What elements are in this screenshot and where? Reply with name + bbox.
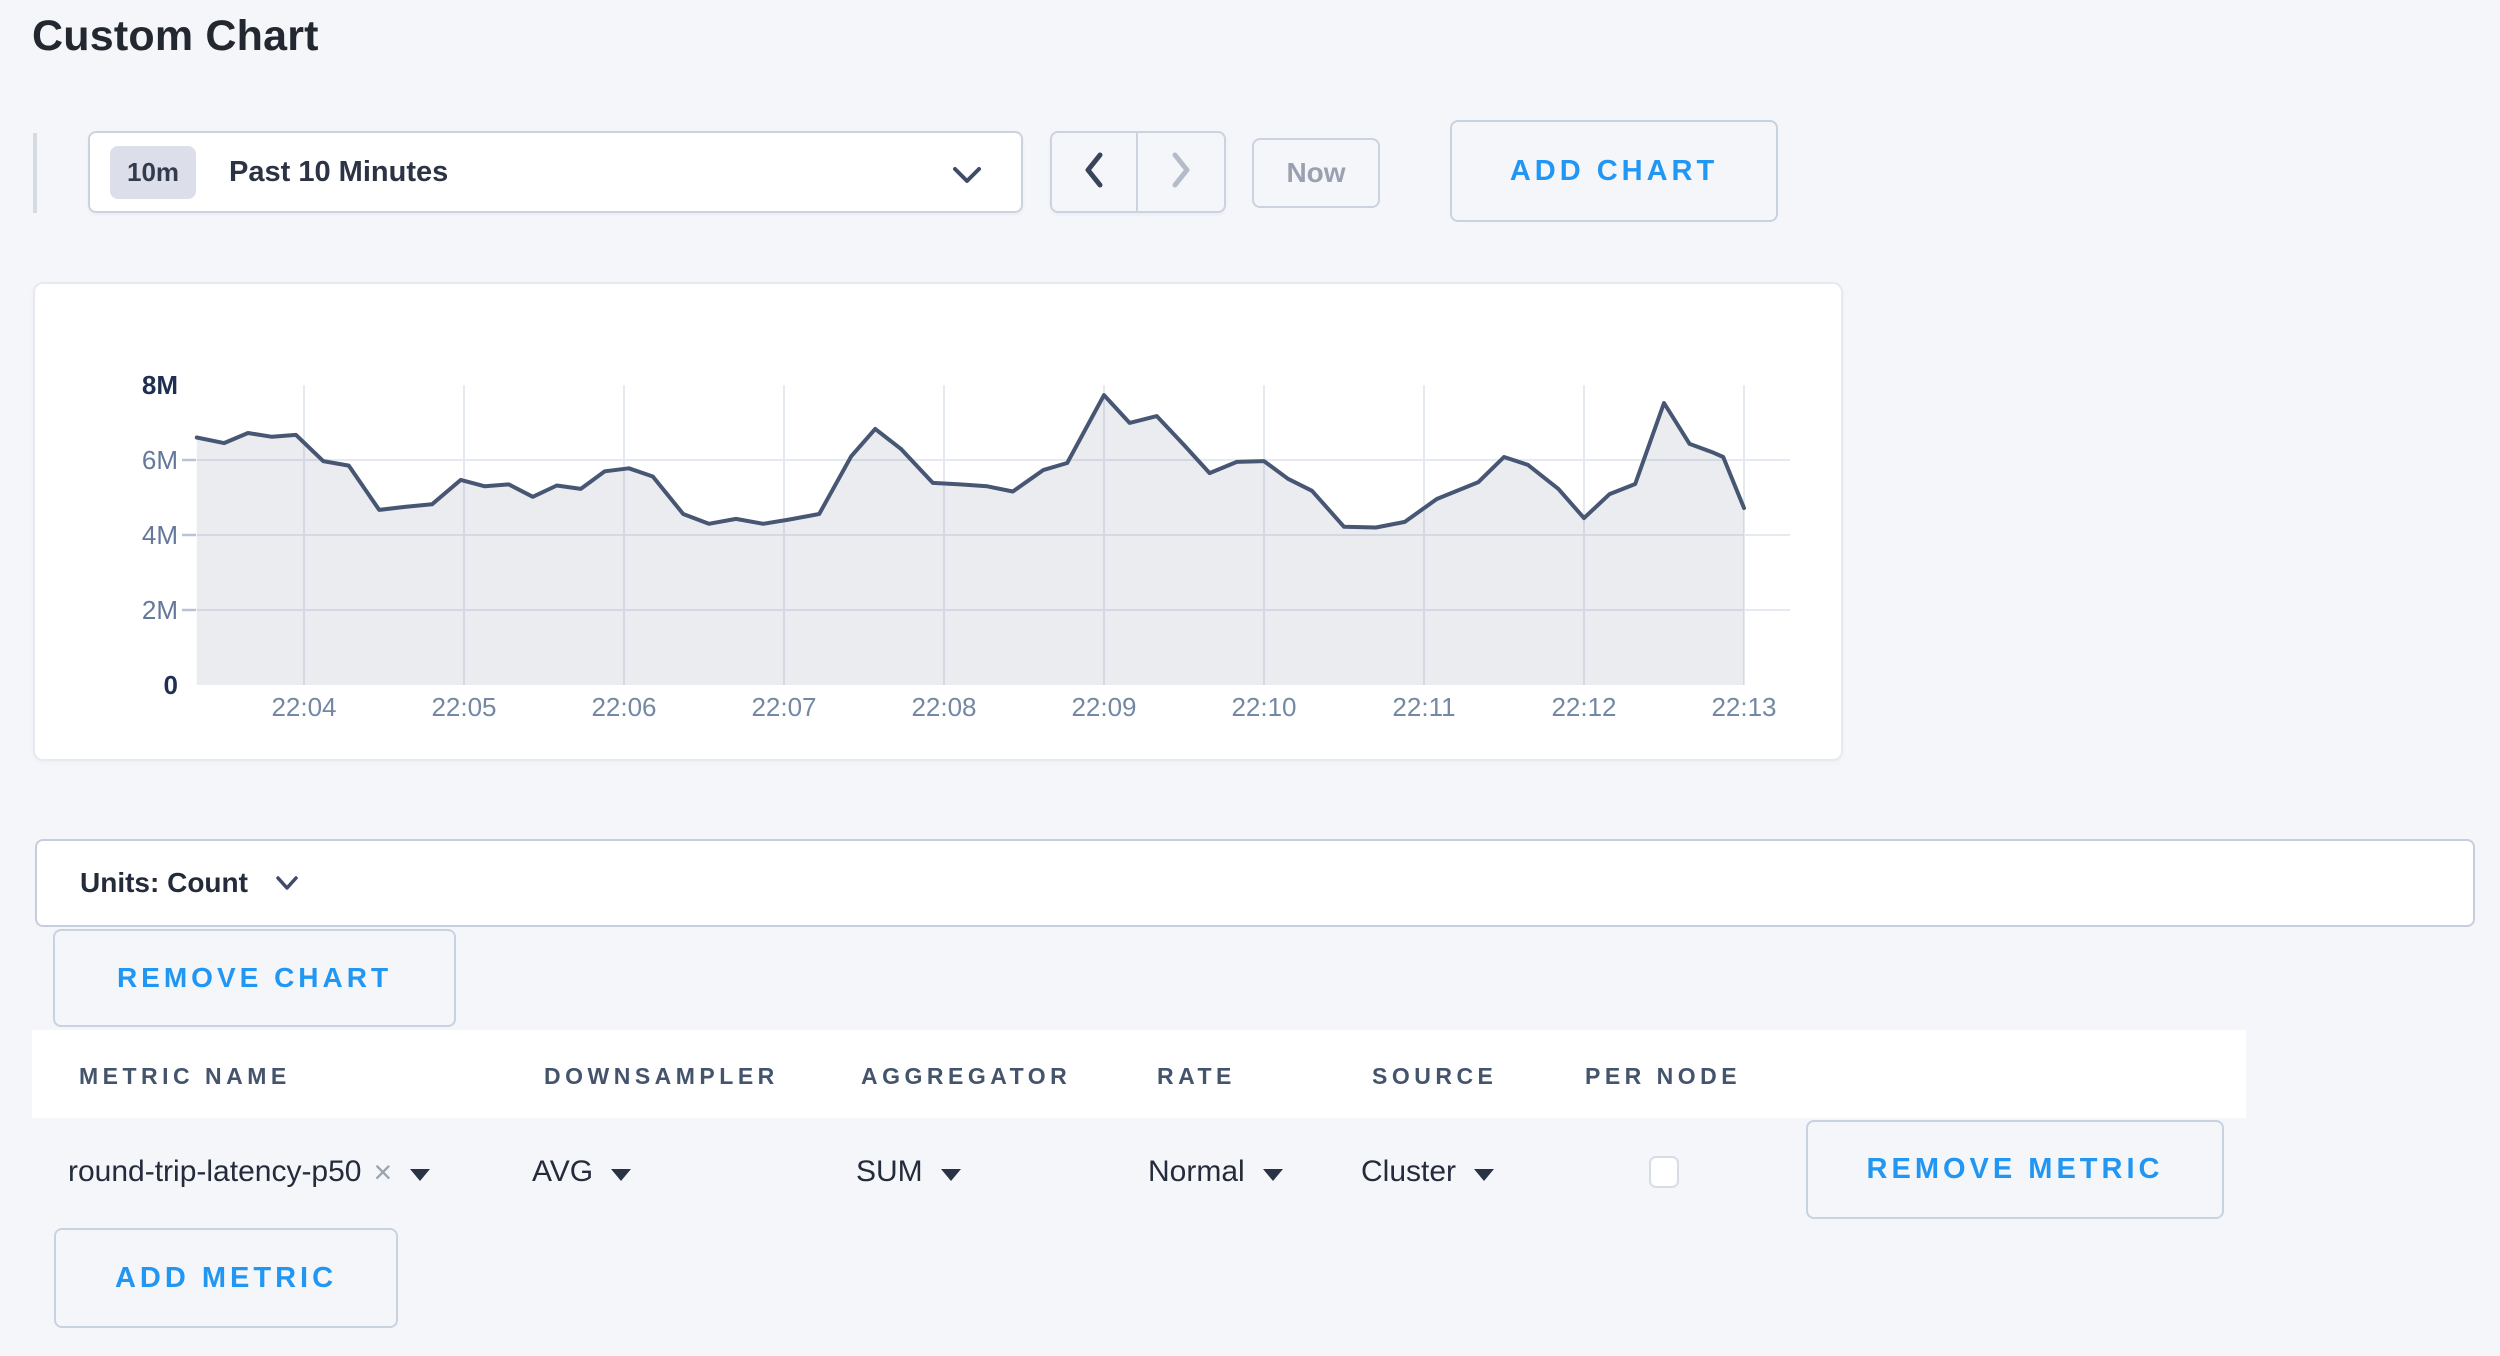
per-node-checkbox[interactable]: [1649, 1156, 1679, 1188]
column-header-per-node: PER NODE: [1585, 1063, 1742, 1089]
column-header-metric-name: METRIC NAME: [79, 1063, 291, 1089]
svg-text:8M: 8M: [142, 370, 178, 400]
toolbar-accent-divider: [33, 133, 37, 213]
chevron-right-icon: [1166, 149, 1196, 196]
prev-time-button[interactable]: [1052, 133, 1138, 211]
caret-down-icon: [611, 1169, 632, 1181]
metric-name-dropdown[interactable]: round-trip-latency-p50 ×: [68, 1150, 431, 1194]
svg-text:22:06: 22:06: [591, 692, 656, 722]
svg-text:0: 0: [164, 670, 178, 700]
page-title: Custom Chart: [32, 12, 319, 60]
source-value: Cluster: [1361, 1155, 1457, 1188]
time-step-button-group: [1050, 131, 1226, 213]
column-header-rate: RATE: [1157, 1063, 1236, 1089]
svg-text:22:11: 22:11: [1392, 692, 1455, 722]
downsampler-dropdown[interactable]: AVG: [532, 1150, 632, 1194]
chevron-down-icon: [949, 164, 985, 191]
column-header-source: SOURCE: [1372, 1063, 1498, 1089]
aggregator-dropdown[interactable]: SUM: [856, 1150, 961, 1194]
source-dropdown[interactable]: Cluster: [1361, 1150, 1495, 1194]
svg-text:22:10: 22:10: [1231, 692, 1296, 722]
aggregator-value: SUM: [856, 1155, 923, 1188]
svg-text:22:13: 22:13: [1711, 692, 1776, 722]
svg-text:22:08: 22:08: [911, 692, 976, 722]
latency-chart-card: 0 2M 4M 6M 8M 22:04 22:05 22:06 22:07 22:08 22:09 2…: [33, 282, 1843, 761]
caret-down-icon: [1474, 1169, 1495, 1181]
rate-value: Normal: [1148, 1155, 1245, 1188]
svg-text:22:07: 22:07: [751, 692, 816, 722]
caret-down-icon: [410, 1169, 431, 1181]
time-range-badge: 10m: [110, 145, 197, 199]
time-range-dropdown[interactable]: 10m Past 10 Minutes: [88, 131, 1023, 213]
caret-down-icon: [940, 1169, 961, 1181]
remove-tag-x-icon[interactable]: ×: [373, 1153, 393, 1190]
caret-down-icon: [1262, 1169, 1283, 1181]
metrics-table-header: METRIC NAME DOWNSAMPLER AGGREGATOR RATE …: [32, 1030, 2246, 1118]
svg-text:22:05: 22:05: [431, 692, 496, 722]
now-button[interactable]: Now: [1252, 138, 1380, 208]
column-header-downsampler: DOWNSAMPLER: [544, 1063, 779, 1089]
svg-text:22:09: 22:09: [1071, 692, 1136, 722]
remove-metric-button[interactable]: REMOVE METRIC: [1806, 1120, 2224, 1219]
latency-area-chart: 0 2M 4M 6M 8M 22:04 22:05 22:06 22:07 22:08 22:09 2…: [142, 370, 1790, 722]
svg-text:22:04: 22:04: [271, 692, 336, 722]
downsampler-value: AVG: [532, 1155, 594, 1188]
column-header-aggregator: AGGREGATOR: [861, 1063, 1072, 1089]
units-label: Units: Count: [80, 867, 248, 898]
add-metric-button[interactable]: ADD METRIC: [54, 1228, 398, 1328]
rate-dropdown[interactable]: Normal: [1148, 1150, 1283, 1194]
metric-name-value: round-trip-latency-p50: [68, 1155, 362, 1188]
svg-text:2M: 2M: [142, 595, 178, 625]
remove-chart-button[interactable]: REMOVE CHART: [53, 929, 456, 1027]
chevron-down-icon: [274, 874, 300, 897]
time-range-label: Past 10 Minutes: [229, 155, 449, 188]
svg-text:22:12: 22:12: [1551, 692, 1616, 722]
units-dropdown[interactable]: Units: Count: [35, 839, 2475, 927]
next-time-button[interactable]: [1138, 133, 1224, 211]
svg-text:4M: 4M: [142, 520, 178, 550]
add-chart-button[interactable]: ADD CHART: [1450, 120, 1778, 222]
svg-text:6M: 6M: [142, 445, 178, 475]
chevron-left-icon: [1079, 149, 1109, 196]
